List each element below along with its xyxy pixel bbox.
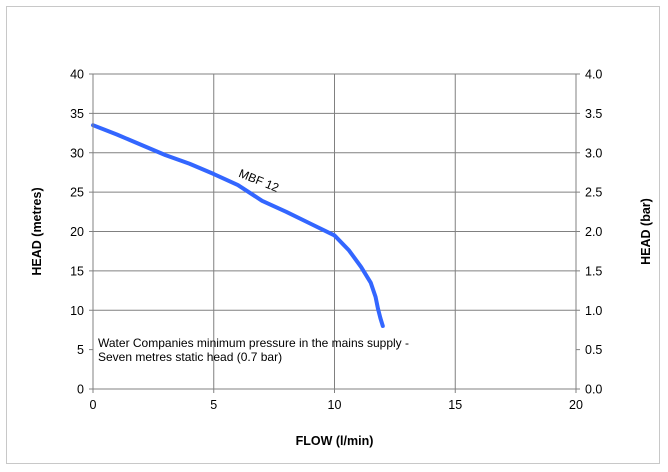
y2-tick-label-6: 3.0 bbox=[585, 146, 602, 160]
y2-tick-label-4: 2.0 bbox=[585, 225, 602, 239]
y2-tick-label-5: 2.5 bbox=[585, 186, 602, 200]
x-tick-label-1: 5 bbox=[210, 398, 217, 412]
y2-tick-label-0: 0.0 bbox=[585, 383, 602, 397]
axis-layer: 0 5 10 15 20 0 5 10 15 20 25 30 35 40 0.0 0.5 1.0 1.5 2.0 2… bbox=[70, 68, 602, 413]
chart-frame bbox=[6, 6, 660, 464]
y-tick-label-4: 20 bbox=[70, 225, 84, 239]
band-annotation-line-1: Water Companies minimum pressure in the … bbox=[98, 336, 409, 350]
x-tick-label-0: 0 bbox=[90, 398, 97, 412]
y2-tick-label-1: 0.5 bbox=[585, 343, 602, 357]
y2-axis-title: HEAD (bar) bbox=[639, 198, 653, 265]
y2-tick-label-2: 1.0 bbox=[585, 304, 602, 318]
grid-layer bbox=[93, 74, 576, 389]
y-tick-label-1: 5 bbox=[77, 343, 84, 357]
x-tick-label-3: 15 bbox=[448, 398, 462, 412]
x-tick-label-4: 20 bbox=[569, 398, 583, 412]
band-annotation-line-2: Seven metres static head (0.7 bar) bbox=[98, 350, 282, 364]
y-tick-label-3: 15 bbox=[70, 264, 84, 278]
y-tick-label-0: 0 bbox=[77, 383, 84, 397]
x-axis-title: FLOW (l/min) bbox=[296, 434, 374, 448]
series-layer bbox=[91, 123, 385, 328]
y-tick-label-5: 25 bbox=[70, 186, 84, 200]
y-tick-label-7: 35 bbox=[70, 107, 84, 121]
y-axis-title: HEAD (metres) bbox=[30, 187, 44, 275]
y-tick-label-2: 10 bbox=[70, 304, 84, 318]
y-tick-label-6: 30 bbox=[70, 146, 84, 160]
y-tick-label-8: 40 bbox=[70, 68, 84, 82]
y2-tick-label-3: 1.5 bbox=[585, 264, 602, 278]
series-line-mbf12 bbox=[91, 123, 385, 328]
x-tick-label-2: 10 bbox=[328, 398, 342, 412]
y2-tick-label-7: 3.5 bbox=[585, 107, 602, 121]
y2-tick-label-8: 4.0 bbox=[585, 68, 602, 82]
